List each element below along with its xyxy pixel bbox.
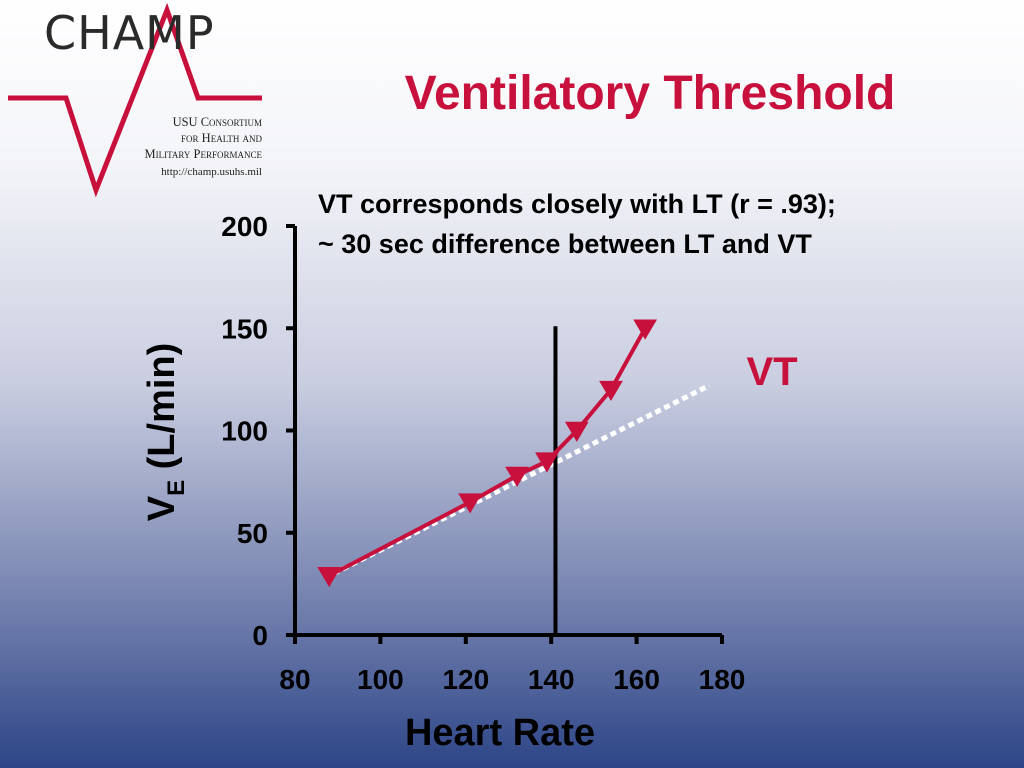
slide-subtitle: VT corresponds closely with LT (r = .93)… (318, 184, 998, 264)
logo-org-line2: for Health and (181, 131, 262, 145)
y-tick-label: 100 (221, 416, 268, 447)
series-line (328, 327, 647, 578)
data-point (317, 566, 342, 588)
y-tick-label: 200 (221, 211, 268, 242)
logo-org-line1: USU Consortium (172, 115, 262, 129)
heartbeat-line-icon (8, 2, 262, 198)
chart-axes (293, 226, 722, 637)
data-point (505, 466, 529, 487)
y-axis-ticks: 0 50 100 150 200 (221, 211, 295, 651)
x-axis-ticks: 80 100 120 140 160 180 (279, 635, 745, 695)
y-axis-title-main: V (141, 495, 183, 521)
y-tick-label: 0 (252, 620, 268, 651)
subtitle-line-2: ~ 30 sec difference between LT and VT (318, 229, 812, 259)
y-tick-label: 150 (221, 313, 268, 344)
vt-annotation: VT (746, 350, 797, 394)
subtitle-line-1: VT corresponds closely with LT (r = .93)… (318, 189, 836, 219)
data-point (564, 421, 589, 442)
data-point (599, 380, 623, 402)
data-point (458, 493, 482, 514)
x-tick-label: 180 (699, 664, 746, 695)
y-axis-title-subscript: E (163, 480, 190, 496)
data-point (535, 452, 559, 473)
logo-url: http://champ.usuhs.mil (161, 166, 262, 178)
slide-title: Ventilatory Threshold (404, 67, 896, 120)
logo-org-line3: Military Performance (144, 147, 262, 161)
data-series (317, 319, 658, 588)
x-tick-label: 140 (528, 664, 575, 695)
y-axis-title: VE (L/min) (141, 343, 190, 522)
y-tick-label: 50 (237, 518, 268, 549)
x-axis-title: Heart Rate (405, 712, 595, 754)
x-tick-label: 100 (357, 664, 404, 695)
champ-logo: CHAMP USU Consortium for Health and Mili… (0, 0, 280, 200)
data-point (633, 319, 658, 340)
x-tick-label: 120 (442, 664, 489, 695)
logo-wordmark: CHAMP (44, 6, 215, 60)
x-tick-label: 160 (613, 664, 660, 695)
x-tick-label: 80 (279, 664, 310, 695)
y-axis-title-units: (L/min) (141, 343, 183, 480)
